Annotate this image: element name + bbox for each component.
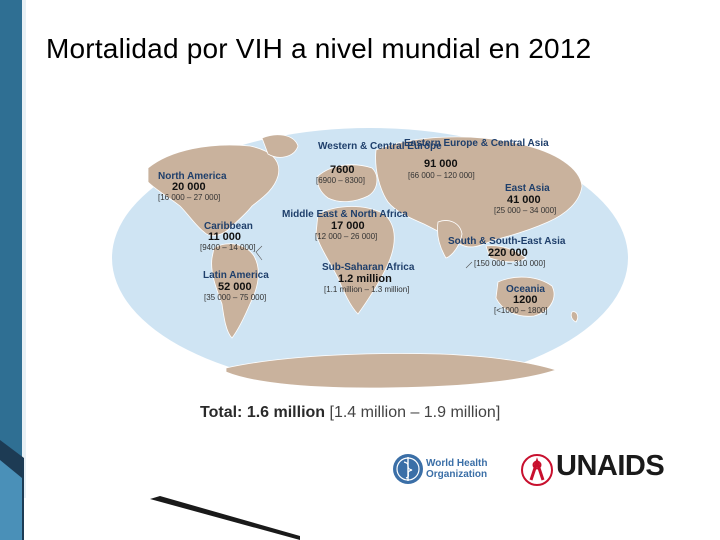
region-name: Oceania: [506, 284, 545, 295]
total-label: Total:: [200, 404, 243, 421]
region-range: [1.1 million – 1.3 million]: [324, 285, 409, 294]
total-value: 1.6 million: [246, 404, 326, 421]
region-label-north-america: North America 20 000 [16 000 – 27 000]: [158, 171, 227, 202]
region-range: [12 000 – 26 000]: [315, 232, 377, 241]
region-value: 91 000: [424, 158, 458, 170]
region-label-western-central-europe: Western & Central Europe 7600 [6900 – 83…: [316, 141, 442, 185]
land-africa: [315, 206, 395, 315]
land-south-america: [211, 243, 259, 339]
region-name: Caribbean: [204, 221, 253, 232]
region-label-middle-east-north-africa: Middle East & North Africa 17 000 [12 00…: [282, 209, 408, 241]
land-antarctica: [225, 353, 558, 389]
region-label-latin-america: Latin America 52 000 [35 000 – 75 000]: [203, 270, 269, 302]
region-value: 20 000: [172, 181, 206, 193]
region-range: [<1000 – 1800]: [494, 306, 548, 315]
region-value: 11 000: [208, 231, 241, 243]
region-name: South & South-East Asia: [448, 236, 566, 247]
region-label-east-asia: East Asia 41 000 [25 000 – 34 000]: [494, 183, 556, 215]
region-range: [6900 – 8300]: [316, 176, 365, 185]
region-value: 41 000: [507, 194, 541, 206]
unaids-logo-text: UNAIDS: [556, 450, 665, 482]
region-value: 7600: [330, 164, 354, 176]
region-name: Latin America: [203, 270, 269, 281]
region-value: 52 000: [218, 281, 252, 293]
total-range: [1.4 million – 1.9 million]: [329, 404, 501, 421]
region-range: [9400 – 14 000]: [200, 243, 256, 252]
unaids-ribbon-icon: [521, 454, 553, 486]
region-label-oceania: Oceania 1200 [<1000 – 1800]: [494, 284, 548, 315]
region-range: [35 000 – 75 000]: [204, 293, 266, 302]
who-line2: Organization: [426, 469, 488, 480]
region-range: [25 000 – 34 000]: [494, 206, 556, 215]
region-range: [16 000 – 27 000]: [158, 193, 220, 202]
region-value: 1.2 million: [338, 273, 392, 285]
region-label-caribbean: Caribbean 11 000 [9400 – 14 000]: [200, 221, 256, 252]
region-label-sub-saharan-africa: Sub-Saharan Africa 1.2 million [1.1 mill…: [322, 262, 415, 294]
region-value: 220 000: [488, 247, 528, 259]
land-north-america: [147, 144, 280, 236]
region-value: 17 000: [331, 220, 365, 232]
region-label-south-southeast-asia: South & South-East Asia 220 000 [150 000…: [448, 236, 566, 268]
who-line1: World Health: [426, 458, 488, 469]
land-europe: [317, 164, 378, 202]
land-india: [437, 220, 463, 259]
region-range: [150 000 – 310 000]: [474, 259, 545, 268]
region-range: [66 000 – 120 000]: [408, 171, 475, 180]
region-name: Eastern Europe & Central Asia: [404, 138, 549, 149]
continents: [147, 134, 583, 389]
who-logo-text: World Health Organization: [426, 458, 487, 480]
who-emblem-icon: [393, 454, 423, 484]
land-greenland: [261, 134, 299, 158]
total-deaths: Total: 1.6 million [1.4 million – 1.9 mi…: [200, 404, 500, 422]
leader-lines: [255, 245, 473, 269]
region-name: Sub-Saharan Africa: [322, 262, 415, 273]
region-name: East Asia: [505, 183, 550, 194]
region-name: North America: [158, 171, 227, 182]
land-new-zealand: [570, 311, 579, 323]
region-value: 1200: [513, 294, 537, 306]
land-southeast-asia: [485, 245, 527, 263]
land-australia: [495, 276, 555, 317]
region-name: Middle East & North Africa: [282, 209, 408, 220]
region-label-eastern-europe-central-asia: Eastern Europe & Central Asia 91 000 [66…: [404, 138, 549, 180]
region-name: Western & Central Europe: [318, 141, 442, 152]
land-asia: [375, 136, 583, 248]
slide-edge-decoration: [0, 0, 300, 540]
slide-title: Mortalidad por VIH a nivel mundial en 20…: [46, 33, 592, 64]
